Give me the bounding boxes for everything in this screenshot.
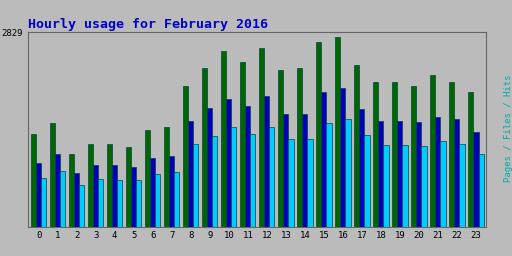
Bar — [41, 178, 46, 227]
Bar — [240, 61, 245, 227]
Bar — [245, 106, 250, 227]
Bar — [231, 127, 237, 227]
Bar — [373, 82, 378, 227]
Bar — [88, 144, 93, 227]
Bar — [212, 136, 218, 227]
Bar — [346, 119, 351, 227]
Bar — [435, 116, 440, 227]
Bar — [112, 165, 117, 227]
Bar — [365, 135, 370, 227]
Bar — [259, 48, 264, 227]
Bar — [392, 82, 397, 227]
Bar — [226, 99, 231, 227]
Bar — [131, 167, 136, 227]
Bar — [55, 154, 60, 227]
Bar — [169, 156, 174, 227]
Bar — [411, 86, 416, 227]
Bar — [174, 172, 179, 227]
Bar — [468, 92, 474, 227]
Bar — [36, 163, 41, 227]
Bar — [194, 144, 199, 227]
Bar — [359, 109, 365, 227]
Bar — [79, 185, 84, 227]
Bar — [316, 42, 321, 227]
Bar — [302, 114, 307, 227]
Bar — [416, 122, 421, 227]
Bar — [93, 165, 98, 227]
Bar — [250, 134, 255, 227]
Bar — [188, 121, 194, 227]
Bar — [459, 144, 464, 227]
Text: Hourly usage for February 2016: Hourly usage for February 2016 — [28, 18, 268, 31]
Bar — [202, 68, 207, 227]
Bar — [136, 180, 141, 227]
Bar — [402, 145, 408, 227]
Bar — [479, 154, 484, 227]
Bar — [326, 123, 332, 227]
Bar — [50, 123, 55, 227]
Bar — [474, 132, 479, 227]
Bar — [454, 119, 459, 227]
Bar — [283, 114, 288, 227]
Bar — [307, 138, 312, 227]
Bar — [164, 127, 169, 227]
Bar — [155, 174, 160, 227]
Bar — [221, 51, 226, 227]
Bar — [107, 144, 112, 227]
Bar — [288, 139, 293, 227]
Bar — [150, 158, 155, 227]
Bar — [98, 179, 103, 227]
Bar — [74, 173, 79, 227]
Bar — [145, 130, 150, 227]
Bar — [264, 96, 269, 227]
Bar — [383, 145, 389, 227]
Bar — [207, 108, 212, 227]
Bar — [378, 121, 383, 227]
Bar — [321, 92, 326, 227]
Bar — [421, 146, 426, 227]
Bar — [340, 88, 346, 227]
Bar — [183, 86, 188, 227]
Bar — [269, 127, 274, 227]
Bar — [354, 65, 359, 227]
Bar — [335, 37, 340, 227]
Bar — [440, 141, 445, 227]
Bar — [430, 75, 435, 227]
Bar — [31, 134, 36, 227]
Bar — [449, 82, 454, 227]
Bar — [297, 68, 302, 227]
Bar — [397, 121, 402, 227]
Bar — [69, 154, 74, 227]
Bar — [117, 180, 122, 227]
Bar — [60, 171, 66, 227]
Text: Pages / Files / Hits: Pages / Files / Hits — [504, 74, 512, 182]
Bar — [278, 70, 283, 227]
Bar — [126, 147, 131, 227]
